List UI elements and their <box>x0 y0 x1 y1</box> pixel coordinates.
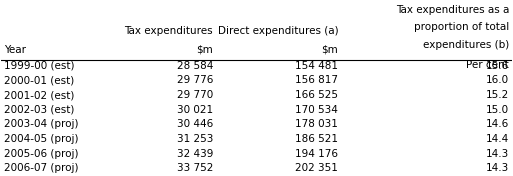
Text: Per cent: Per cent <box>466 60 509 70</box>
Text: 2004-05 (proj): 2004-05 (proj) <box>4 134 78 144</box>
Text: 156 817: 156 817 <box>295 75 338 85</box>
Text: expenditures (b): expenditures (b) <box>423 40 509 50</box>
Text: 30 446: 30 446 <box>177 119 213 129</box>
Text: 31 253: 31 253 <box>177 134 213 144</box>
Text: $m: $m <box>321 45 338 55</box>
Text: 2003-04 (proj): 2003-04 (proj) <box>4 119 78 129</box>
Text: 178 031: 178 031 <box>295 119 338 129</box>
Text: 2005-06 (proj): 2005-06 (proj) <box>4 149 78 159</box>
Text: 186 521: 186 521 <box>295 134 338 144</box>
Text: 15.0: 15.0 <box>486 105 509 115</box>
Text: 166 525: 166 525 <box>295 90 338 100</box>
Text: proportion of total: proportion of total <box>414 23 509 32</box>
Text: Direct expenditures (a): Direct expenditures (a) <box>218 26 338 36</box>
Text: Tax expenditures as a: Tax expenditures as a <box>396 5 509 15</box>
Text: 2002-03 (est): 2002-03 (est) <box>4 105 74 115</box>
Text: 14.3: 14.3 <box>486 149 509 159</box>
Text: 28 584: 28 584 <box>177 61 213 71</box>
Text: 154 481: 154 481 <box>295 61 338 71</box>
Text: 29 770: 29 770 <box>177 90 213 100</box>
Text: 14.6: 14.6 <box>486 119 509 129</box>
Text: 2001-02 (est): 2001-02 (est) <box>4 90 74 100</box>
Text: 14.3: 14.3 <box>486 163 509 173</box>
Text: $m: $m <box>196 45 213 55</box>
Text: 15.2: 15.2 <box>486 90 509 100</box>
Text: 33 752: 33 752 <box>177 163 213 173</box>
Text: 194 176: 194 176 <box>295 149 338 159</box>
Text: 16.0: 16.0 <box>486 75 509 85</box>
Text: 170 534: 170 534 <box>295 105 338 115</box>
Text: 1999-00 (est): 1999-00 (est) <box>4 61 74 71</box>
Text: 2006-07 (proj): 2006-07 (proj) <box>4 163 78 173</box>
Text: 14.4: 14.4 <box>486 134 509 144</box>
Text: 15.6: 15.6 <box>486 61 509 71</box>
Text: 30 021: 30 021 <box>177 105 213 115</box>
Text: Tax expenditures: Tax expenditures <box>125 26 213 36</box>
Text: 29 776: 29 776 <box>177 75 213 85</box>
Text: 202 351: 202 351 <box>295 163 338 173</box>
Text: 2000-01 (est): 2000-01 (est) <box>4 75 74 85</box>
Text: Year: Year <box>4 45 26 55</box>
Text: 32 439: 32 439 <box>177 149 213 159</box>
